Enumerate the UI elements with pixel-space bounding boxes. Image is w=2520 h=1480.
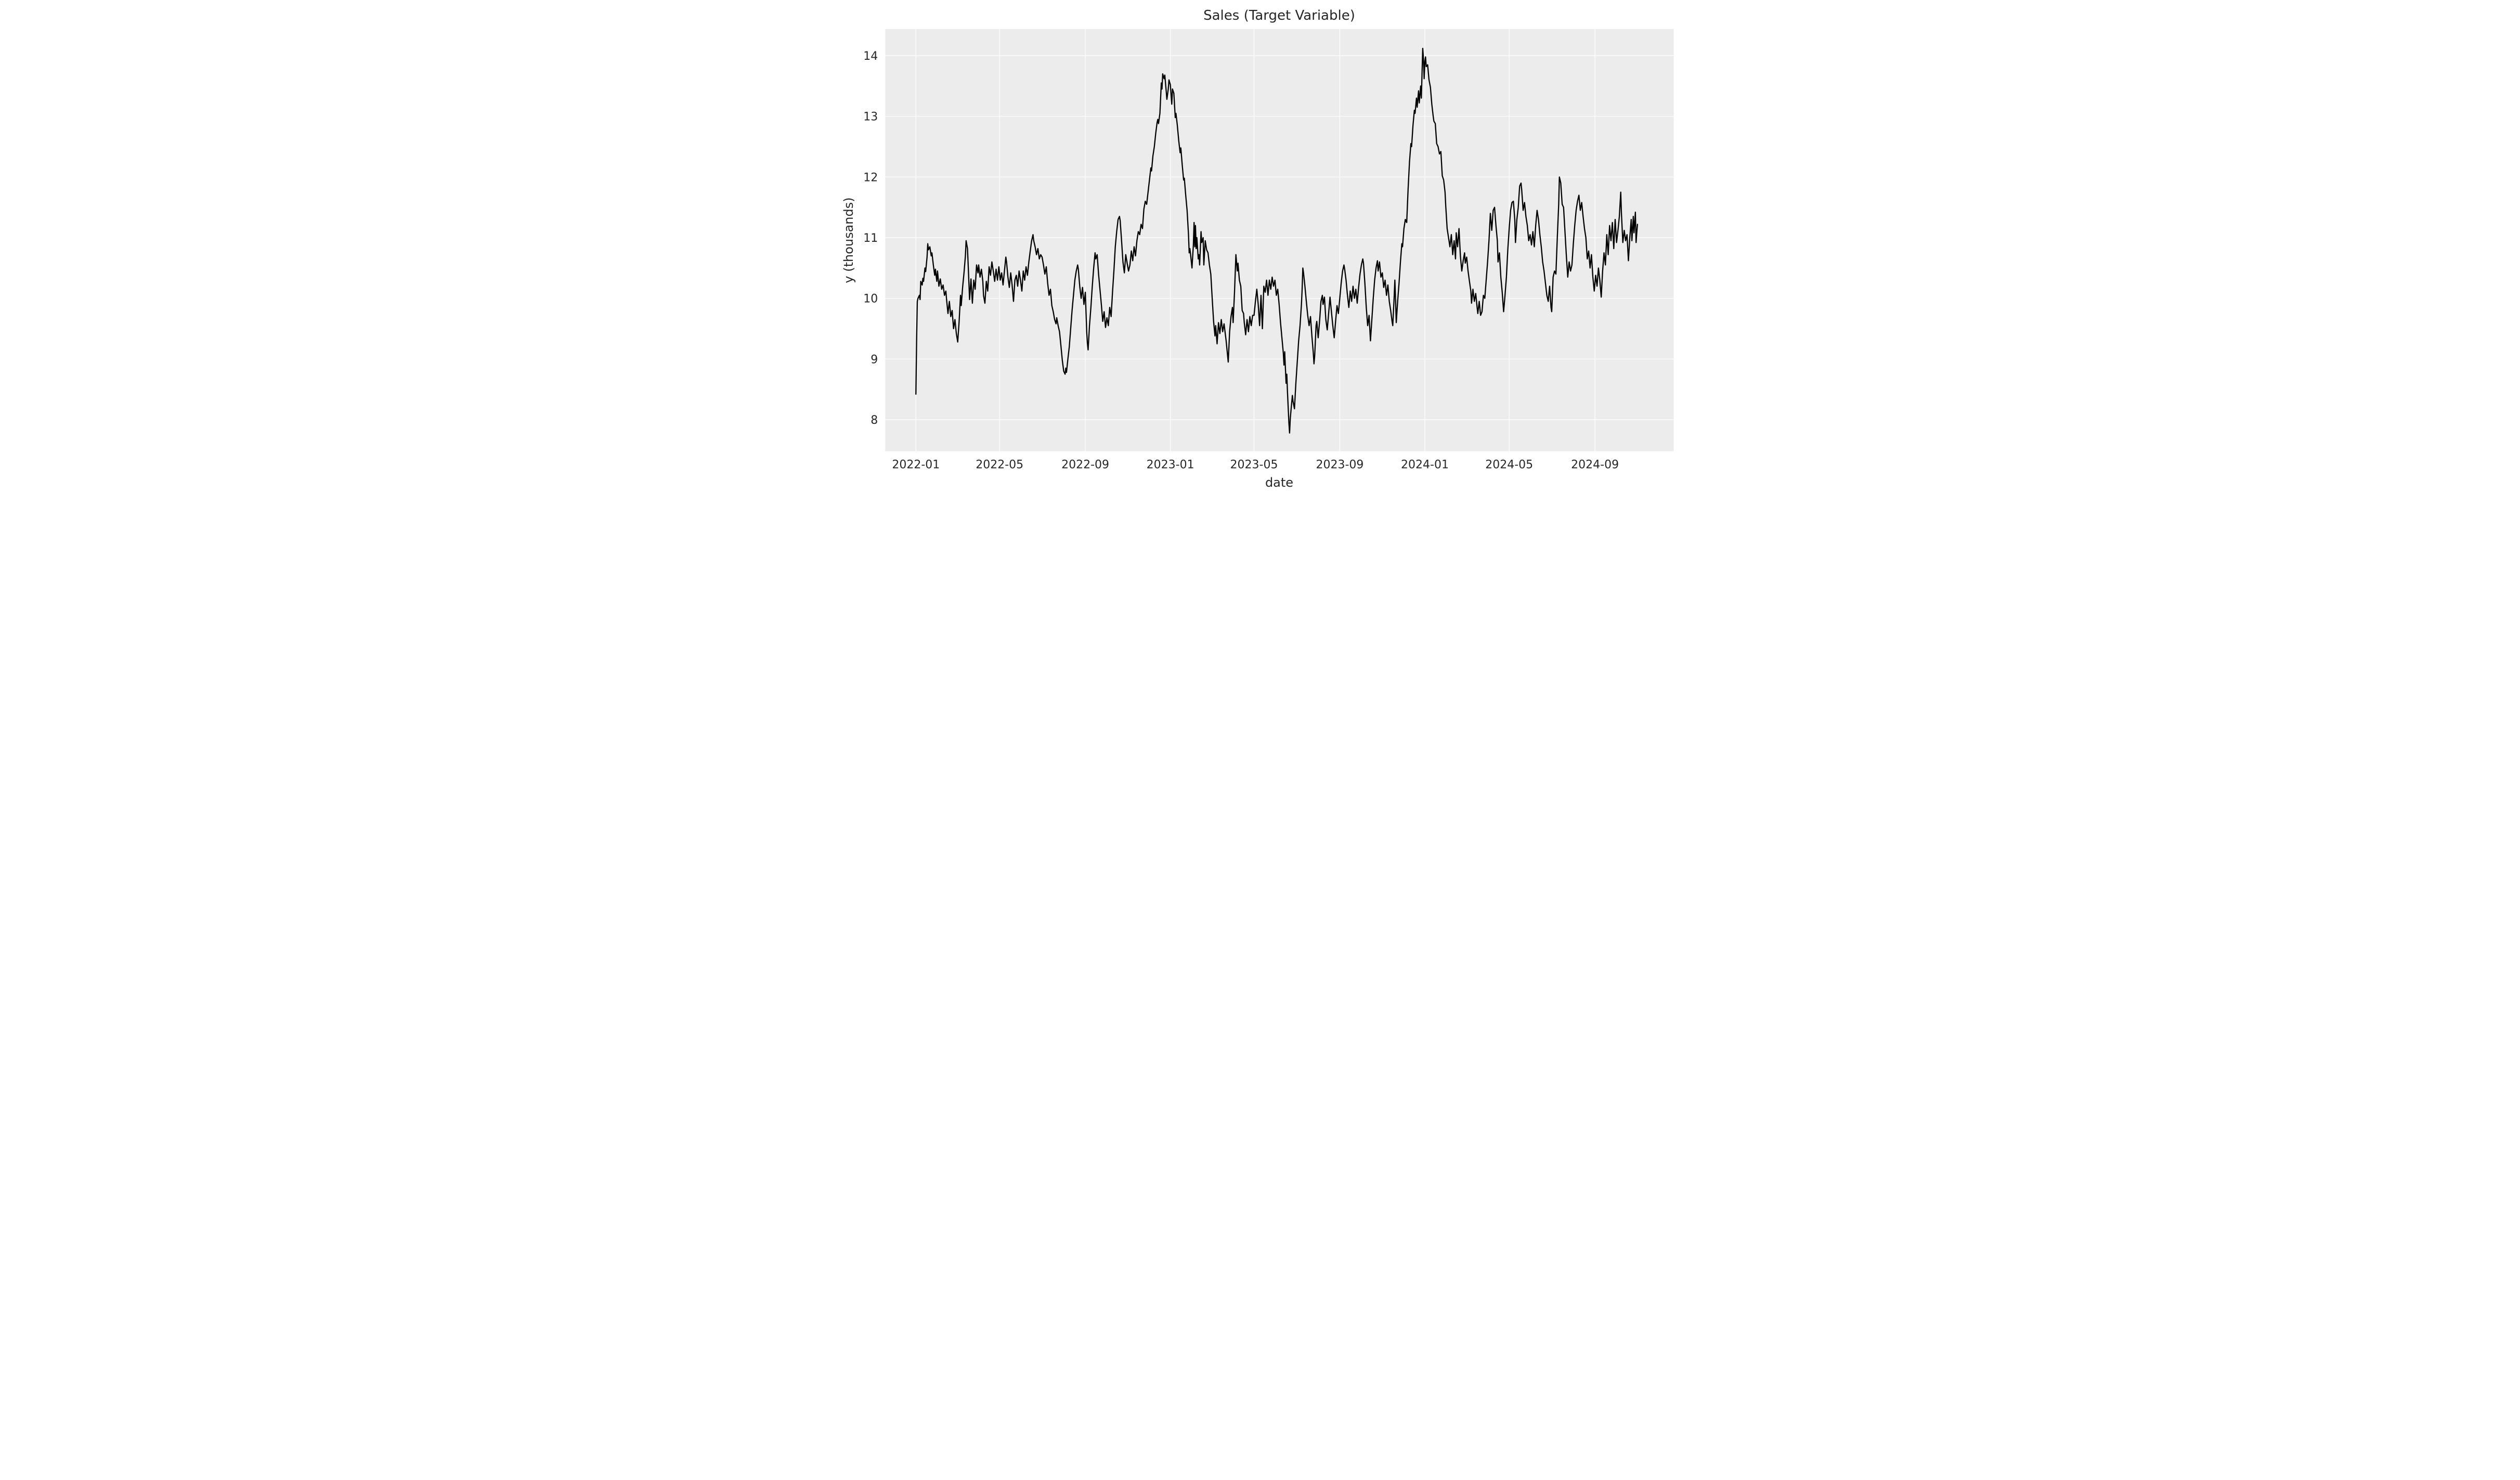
y-tick-label: 9 (871, 353, 878, 366)
sales-line-chart: 2022-01 2022-05 2022-09 2023-01 2023-05 2023-… (840, 0, 1680, 494)
figure: 2022-01 2022-05 2022-09 2023-01 2023-05 2023-… (840, 0, 1680, 494)
sales-line (915, 47, 1639, 434)
y-tick-label: 12 (863, 171, 878, 184)
x-tick-label: 2022-05 (976, 459, 1023, 472)
y-tick-label: 8 (871, 414, 878, 427)
y-tick-label: 10 (863, 293, 878, 306)
x-tick-label: 2024-05 (1485, 459, 1533, 472)
chart-title: Sales (Target Variable) (1203, 8, 1355, 23)
x-tick-label: 2022-09 (1061, 459, 1109, 472)
y-tick-label: 14 (863, 50, 878, 63)
x-tick-label: 2024-09 (1571, 459, 1619, 472)
x-tick-label: 2023-05 (1230, 459, 1278, 472)
plot-area (885, 29, 1674, 451)
y-tick-label: 11 (863, 232, 878, 245)
x-tick-label: 2023-01 (1147, 459, 1194, 472)
x-tick-label: 2024-01 (1401, 459, 1449, 472)
y-tick-label: 13 (863, 111, 878, 124)
tick-labels: 2022-01 2022-05 2022-09 2023-01 2023-05 2023-… (863, 50, 1619, 472)
data-line-layer (915, 47, 1639, 434)
x-tick-label: 2022-01 (892, 459, 940, 472)
gridlines (885, 29, 1674, 451)
y-axis-label: y (thousands) (841, 197, 856, 283)
x-tick-label: 2023-09 (1316, 459, 1363, 472)
x-axis-label: date (1265, 475, 1293, 490)
